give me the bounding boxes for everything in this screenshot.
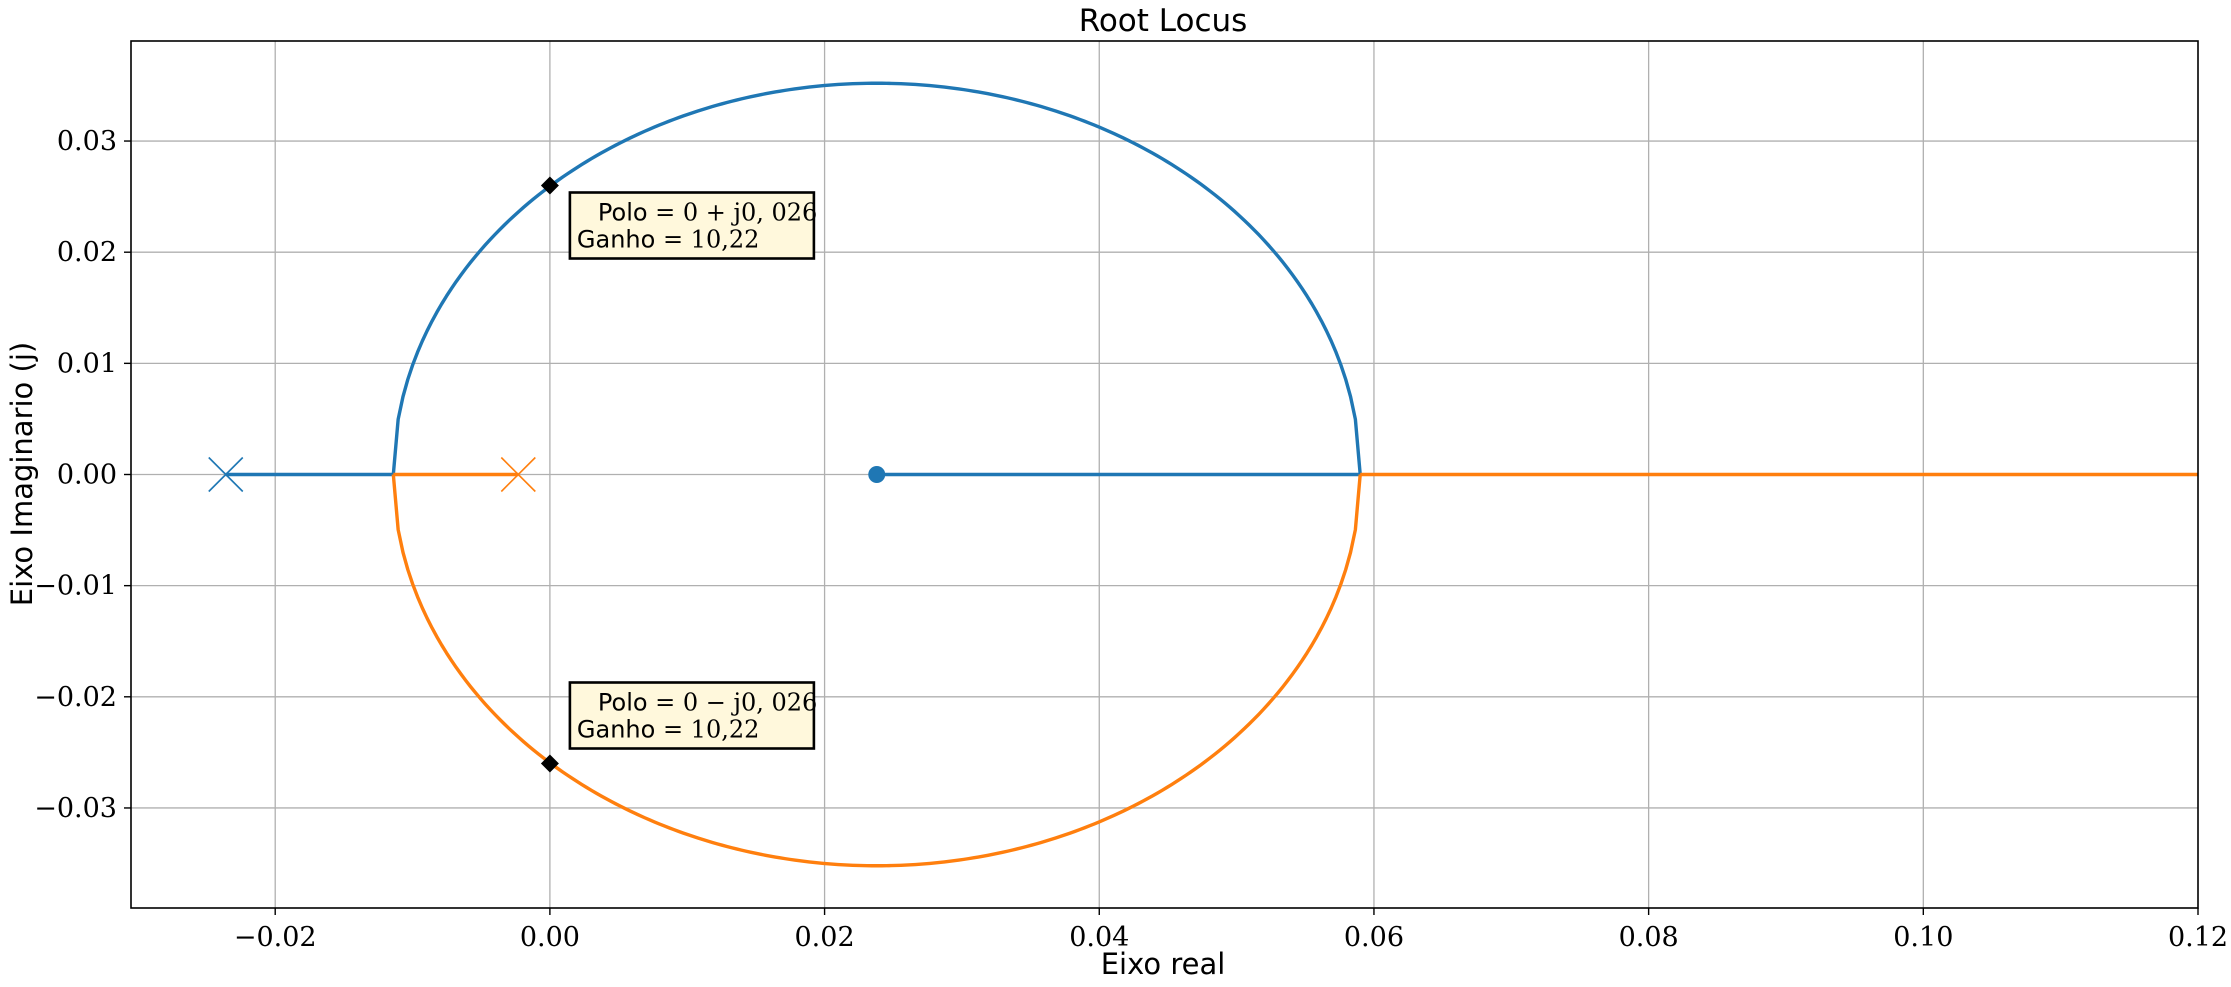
annotation-box bbox=[568, 681, 816, 750]
x-tick-label: 0.08 bbox=[1619, 922, 1679, 953]
pole-diamond-marker bbox=[540, 754, 559, 773]
x-tick-label: 0.02 bbox=[795, 922, 855, 953]
x-tick-label: 0.00 bbox=[520, 922, 580, 953]
annotation-box bbox=[568, 191, 816, 260]
annotation-line2: Ganho = 10,22 bbox=[577, 716, 760, 744]
pole-marker-2 bbox=[500, 456, 536, 493]
y-tick-label: 0.01 bbox=[57, 348, 117, 379]
x-tick-label: 0.12 bbox=[2168, 922, 2228, 953]
x-axis-label: Eixo real bbox=[1101, 947, 1226, 981]
pole-marker-1 bbox=[208, 456, 244, 493]
y-tick-label: 0.03 bbox=[57, 126, 117, 157]
plot-series bbox=[208, 81, 2198, 868]
chart-title: Root Locus bbox=[1079, 3, 1248, 39]
x-tick-label: 0.04 bbox=[1069, 922, 1129, 953]
y-tick-label: −0.03 bbox=[34, 793, 117, 824]
annotation-line2: Ganho = 10,22 bbox=[577, 226, 760, 254]
x-tick-label: 0.06 bbox=[1344, 922, 1404, 953]
y-tick-label: −0.01 bbox=[34, 571, 117, 602]
annotation-line1: Polo = 0 + j0, 026 bbox=[598, 199, 817, 227]
ticks: −0.02 0.00 0.02 0.04 0.06 0.08 0.10 0.12 −0.03 −0… bbox=[34, 126, 2228, 953]
series-1-upper-arc bbox=[391, 81, 1362, 475]
y-tick-label: −0.02 bbox=[34, 682, 117, 713]
markers bbox=[540, 176, 559, 773]
series-2-lower-arc bbox=[391, 474, 1362, 868]
annotation-line1: Polo = 0 − j0, 026 bbox=[598, 689, 817, 717]
y-tick-label: 0.00 bbox=[57, 460, 117, 491]
pole-diamond-marker bbox=[540, 176, 559, 195]
x-tick-label: 0.10 bbox=[1893, 922, 1953, 953]
x-tick-label: −0.02 bbox=[234, 922, 317, 953]
y-axis-label: Eixo Imaginario (j) bbox=[5, 342, 39, 606]
y-tick-label: 0.02 bbox=[57, 237, 117, 268]
zero-marker bbox=[868, 466, 886, 483]
